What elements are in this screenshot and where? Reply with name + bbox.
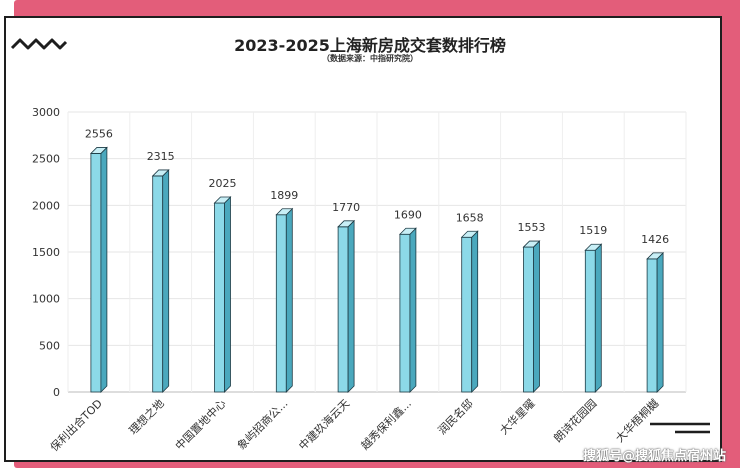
y-tick-label: 500 <box>39 339 60 352</box>
bar <box>151 168 170 393</box>
data-label: 1658 <box>456 211 484 224</box>
y-tick-label: 0 <box>53 386 60 399</box>
x-tick-label: 中建玖海云天 <box>296 396 353 453</box>
data-label: 1770 <box>332 201 360 214</box>
data-label: 1690 <box>394 208 422 221</box>
data-label: 2556 <box>85 127 113 140</box>
bar <box>522 240 541 393</box>
data-label: 1899 <box>270 189 298 202</box>
data-label: 1519 <box>579 224 607 237</box>
bar <box>213 196 232 393</box>
y-tick-label: 1000 <box>32 293 60 306</box>
x-tick-label: 朗诗花园园 <box>551 396 600 445</box>
y-tick-label: 1500 <box>32 246 60 259</box>
data-label: 1553 <box>518 221 546 234</box>
lines-icon <box>650 422 710 434</box>
watermark: 搜狐号@搜狐焦点宿州站 <box>582 449 726 464</box>
y-tick-label: 2000 <box>32 199 60 212</box>
bar <box>584 243 603 393</box>
chart-card <box>4 16 722 462</box>
data-label: 2025 <box>209 177 237 190</box>
x-tick-label: 理想之地 <box>126 396 167 437</box>
x-tick-label: 中国置地中心 <box>173 397 229 453</box>
bar <box>89 146 108 393</box>
x-tick-label: 象屿招商公... <box>234 396 290 452</box>
bar <box>460 230 479 393</box>
chart-subtitle: （数据来源：中指研究院） <box>322 54 418 63</box>
data-label: 2315 <box>147 150 175 163</box>
x-tick-label: 大华梧桐樾 <box>612 396 661 445</box>
chart-title: 2023-2025上海新房成交套数排行榜 <box>234 36 506 55</box>
bar <box>398 227 417 393</box>
data-label: 1426 <box>641 233 669 246</box>
y-tick-label: 3000 <box>32 106 60 119</box>
y-tick-label: 2500 <box>32 153 60 166</box>
x-tick-label: 越秀保利鑫... <box>358 396 414 452</box>
x-tick-label: 大华星曜 <box>497 396 538 437</box>
x-tick-label: 润民名邸 <box>435 396 476 437</box>
bar <box>275 207 294 393</box>
x-tick-label: 保利出合TOD <box>47 396 105 454</box>
bar <box>337 219 356 393</box>
zigzag-icon <box>10 38 68 50</box>
bar <box>646 251 665 393</box>
